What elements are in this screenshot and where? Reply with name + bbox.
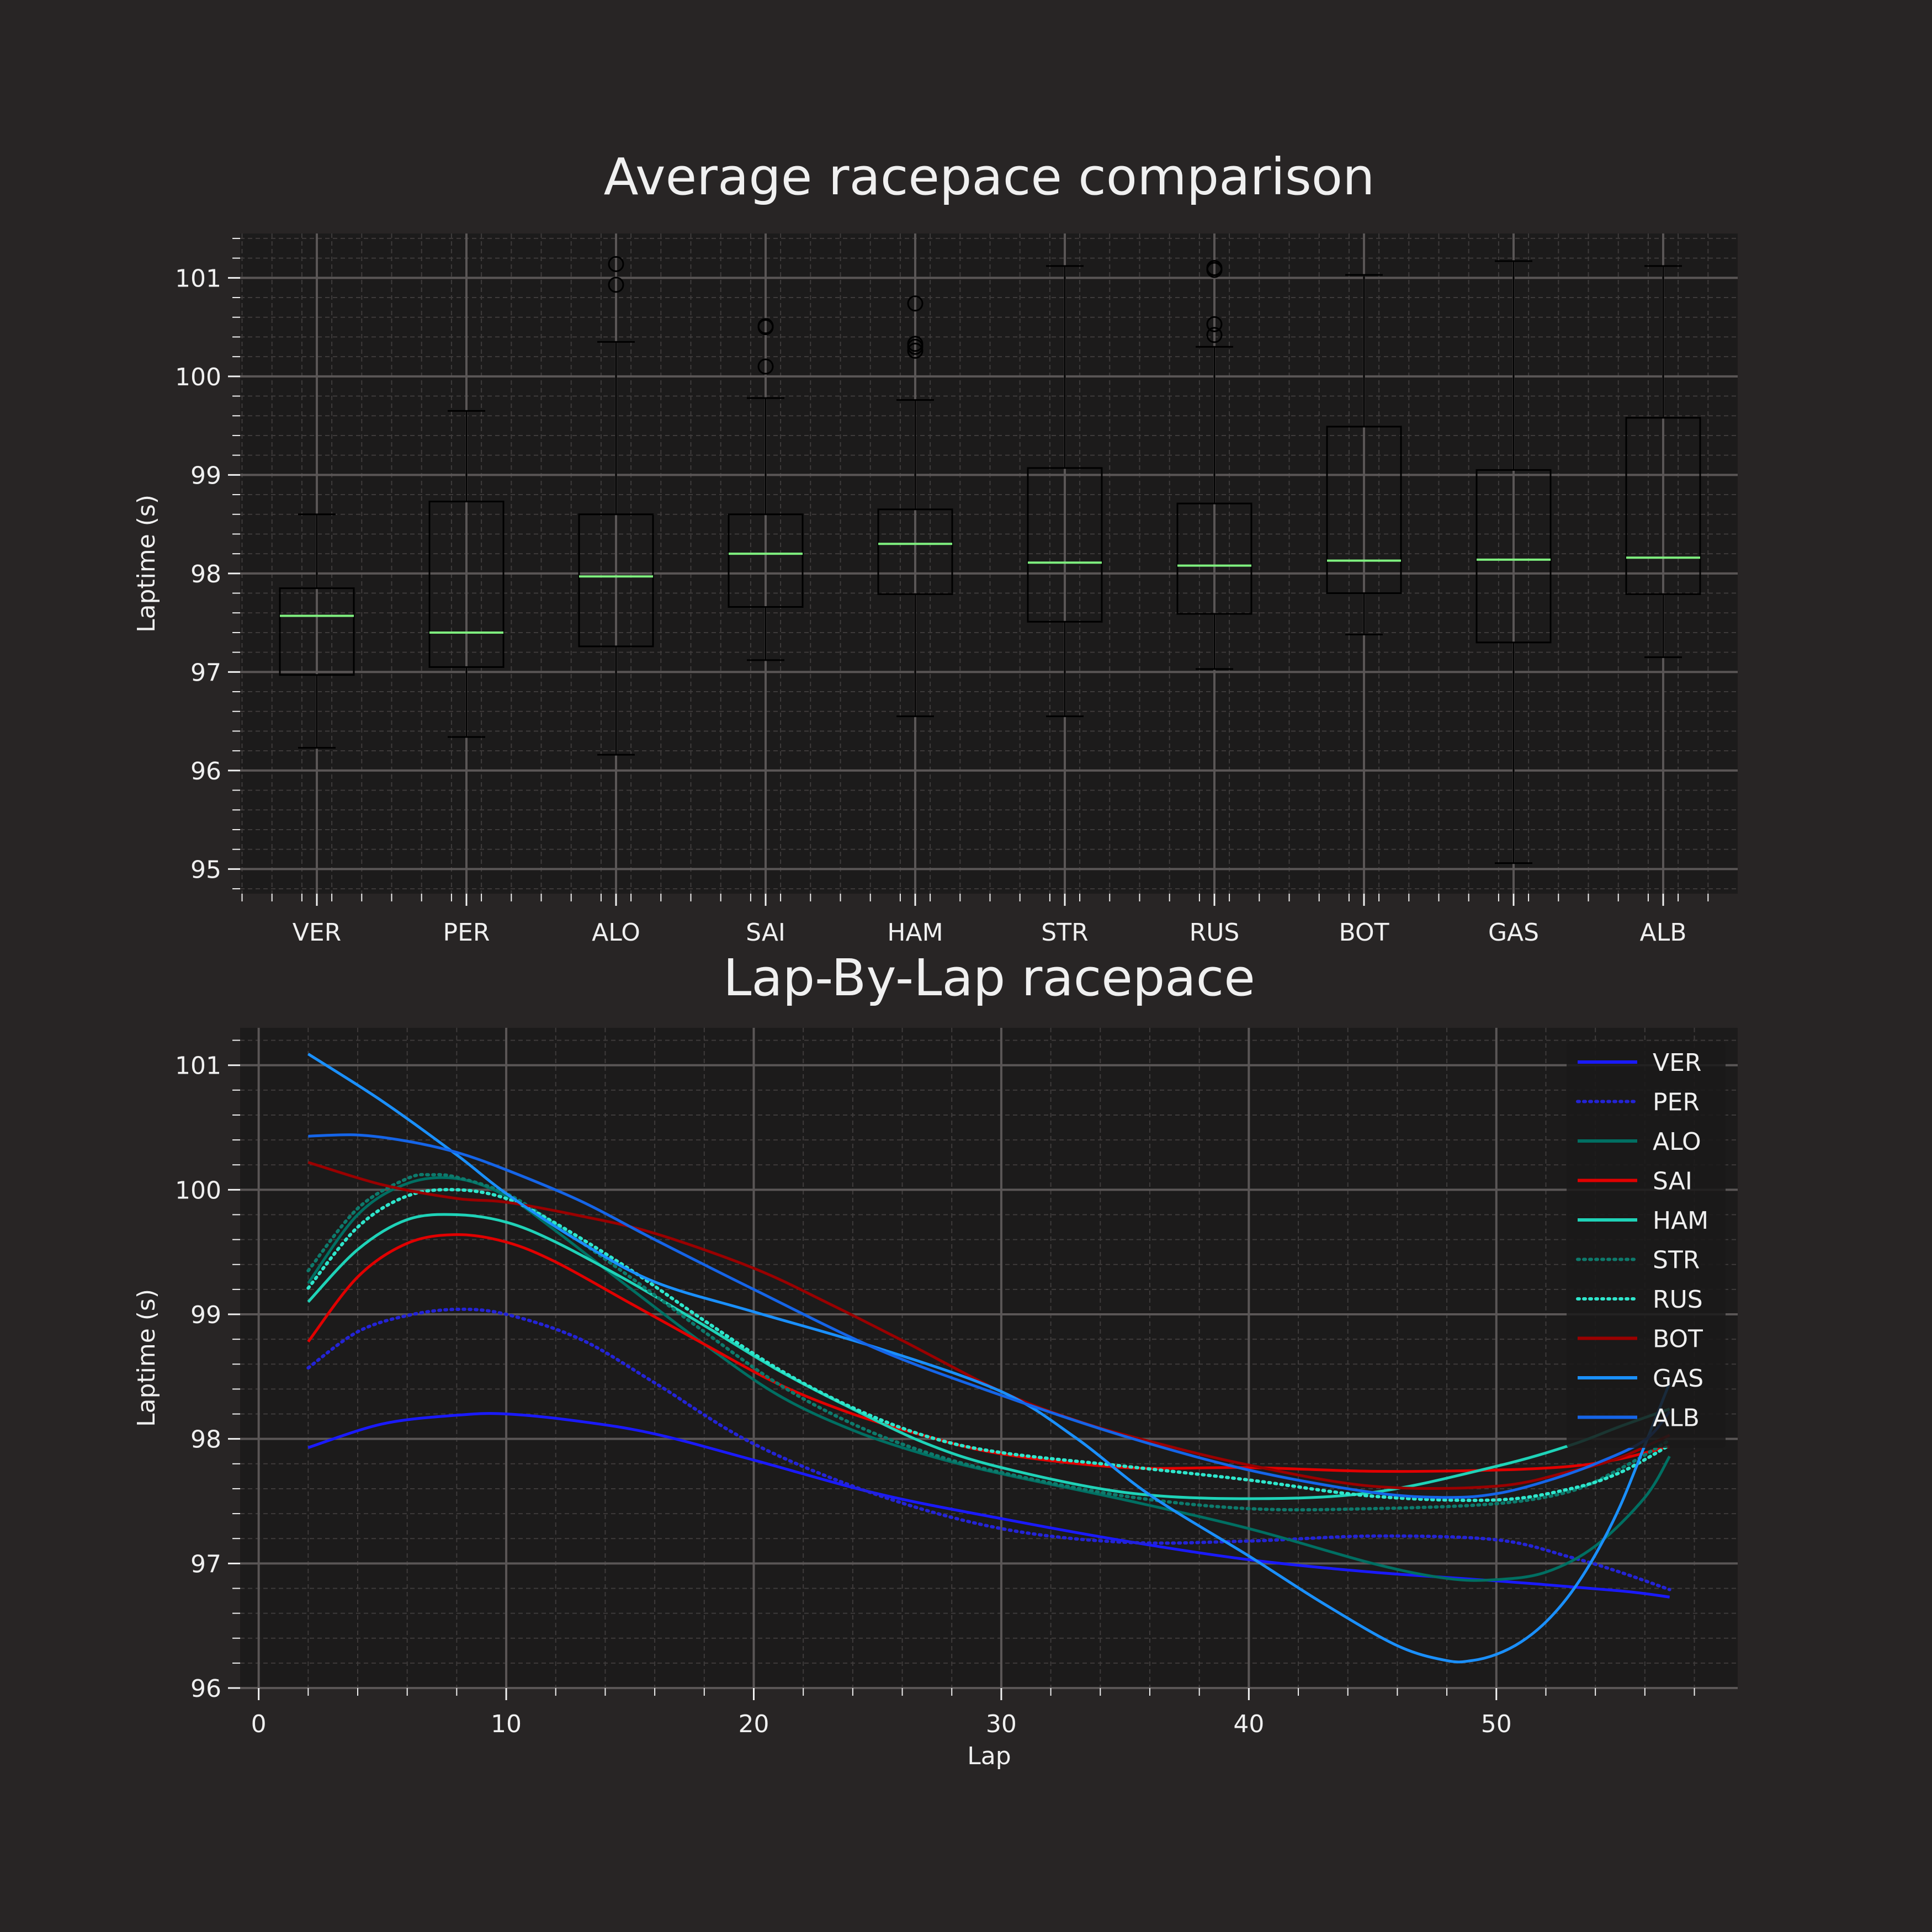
- outlier-point: [907, 336, 923, 352]
- y-tick-label: 95: [190, 856, 221, 884]
- x-tick-label: 0: [251, 1710, 267, 1738]
- boxplot-y-axis-label: Laptime (s): [132, 495, 161, 633]
- legend-label-bot: BOT: [1653, 1325, 1703, 1354]
- legend-label-ver: VER: [1653, 1049, 1701, 1077]
- box-body: [877, 508, 953, 595]
- box-body: [728, 513, 804, 608]
- outlier-point: [608, 277, 624, 293]
- outlier-point: [1206, 327, 1223, 343]
- x-tick-label: 50: [1481, 1710, 1512, 1738]
- box-rus: [1176, 259, 1252, 670]
- box-body: [1326, 426, 1402, 595]
- outlier-point: [608, 256, 624, 272]
- box-ver: [279, 513, 355, 749]
- x-tick-label: 10: [491, 1710, 522, 1738]
- lap-chart-x-axis-label: Lap: [967, 1742, 1011, 1770]
- lap-chart-y-axis-label: Laptime (s): [132, 1289, 161, 1427]
- box-per: [428, 410, 505, 738]
- x-tick-label: ALO: [592, 919, 640, 947]
- legend-label-rus: RUS: [1653, 1286, 1703, 1314]
- y-tick-label: 100: [175, 363, 221, 391]
- series-line-bot: [307, 1161, 1670, 1490]
- series-line-per: [306, 1307, 1671, 1591]
- legend-label-sai: SAI: [1653, 1167, 1692, 1196]
- lap-chart-grid: [240, 1028, 1738, 1689]
- boxplot-title: Average racepace comparison: [604, 147, 1375, 206]
- x-tick-label: PER: [443, 919, 490, 947]
- boxplot-chart: Average racepace comparison 95 96 97 98 99 10…: [132, 147, 1738, 947]
- y-tick-label: 96: [190, 1675, 221, 1703]
- boxplot-ticks: 95 96 97 98 99 100 101 VER PER ALO SAI HAM STR RUS BOT…: [175, 237, 1709, 947]
- box-body: [1475, 469, 1552, 644]
- y-tick-label: 101: [175, 264, 221, 293]
- legend-frame: [1567, 1042, 1726, 1448]
- legend-label-str: STR: [1653, 1246, 1700, 1275]
- box-body: [428, 501, 505, 668]
- legend: VER PER ALO SAI HAM STR RUS BOT GAS ALB: [1567, 1042, 1726, 1448]
- x-tick-label: 20: [738, 1710, 769, 1738]
- x-tick-label: 30: [986, 1710, 1017, 1738]
- y-tick-label: 98: [190, 1426, 221, 1454]
- series-line-ham: [307, 1213, 1670, 1500]
- y-tick-label: 96: [190, 757, 221, 785]
- outlier-point: [1206, 316, 1223, 332]
- outlier-point: [757, 318, 774, 335]
- box-gas: [1475, 260, 1552, 864]
- boxplot-marks: [279, 256, 1701, 864]
- legend-label-alo: ALO: [1653, 1128, 1701, 1156]
- series-line-alb: [308, 1133, 1671, 1499]
- box-body: [1625, 417, 1701, 595]
- x-tick-label: BOT: [1339, 919, 1389, 947]
- legend-label-gas: GAS: [1653, 1365, 1703, 1393]
- x-tick-label: ALB: [1640, 919, 1687, 947]
- x-tick-label: GAS: [1488, 919, 1539, 947]
- lap-plot-area: [240, 1028, 1738, 1688]
- box-alo: [578, 256, 654, 756]
- y-tick-label: 97: [190, 659, 221, 687]
- outlier-point: [907, 295, 923, 312]
- x-tick-label: STR: [1041, 919, 1088, 947]
- y-tick-label: 97: [190, 1550, 221, 1578]
- box-str: [1027, 265, 1103, 718]
- box-bot: [1326, 274, 1402, 636]
- outlier-point: [907, 342, 923, 359]
- box-ham: [877, 295, 953, 718]
- box-body: [1176, 502, 1252, 615]
- x-tick-label: VER: [293, 919, 341, 947]
- x-tick-label: RUS: [1190, 919, 1240, 947]
- box-body: [1027, 467, 1103, 623]
- series-line-gas: [307, 1053, 1671, 1664]
- series-line-str: [306, 1172, 1671, 1512]
- x-tick-label: SAI: [746, 919, 785, 947]
- lap-chart-title: Lap-By-Lap racepace: [723, 948, 1255, 1007]
- lap-chart-lines: [306, 1053, 1671, 1664]
- legend-label-per: PER: [1653, 1089, 1700, 1117]
- y-tick-label: 101: [175, 1052, 221, 1080]
- x-tick-label: HAM: [887, 919, 943, 947]
- series-line-alo: [307, 1176, 1671, 1582]
- y-tick-label: 99: [190, 1301, 221, 1329]
- y-tick-label: 98: [190, 560, 221, 588]
- legend-label-alb: ALB: [1653, 1404, 1700, 1432]
- legend-label-ham: HAM: [1653, 1207, 1708, 1235]
- y-tick-label: 99: [190, 461, 221, 490]
- box-alb: [1625, 265, 1701, 659]
- outlier-point: [1206, 259, 1223, 276]
- series-line-rus: [306, 1188, 1671, 1502]
- box-body: [279, 587, 355, 676]
- y-tick-label: 100: [175, 1176, 221, 1204]
- boxplot-plot-area: [240, 233, 1738, 894]
- box-sai: [728, 318, 804, 661]
- outlier-point: [757, 358, 774, 375]
- x-tick-label: 40: [1233, 1710, 1264, 1738]
- box-body: [578, 513, 654, 647]
